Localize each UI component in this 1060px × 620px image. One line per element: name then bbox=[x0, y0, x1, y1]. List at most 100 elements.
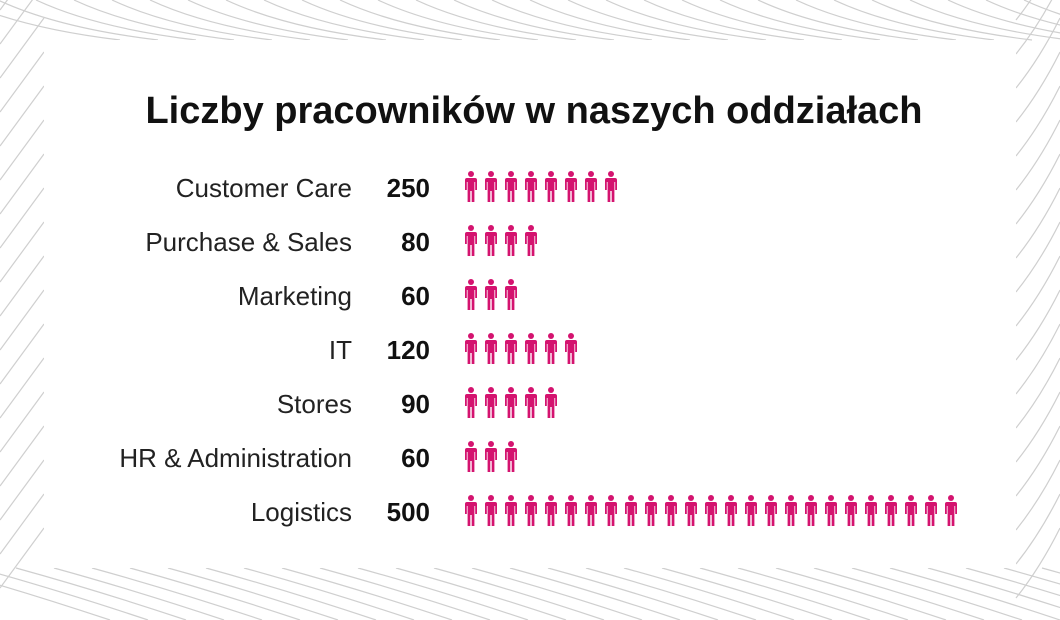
background-line bbox=[0, 51, 45, 113]
person-icon bbox=[865, 495, 877, 526]
background-line bbox=[319, 567, 491, 620]
background-line bbox=[339, 0, 501, 41]
background-line bbox=[0, 0, 159, 41]
person-icon bbox=[585, 495, 597, 526]
background-line bbox=[681, 0, 843, 41]
background-line bbox=[243, 567, 415, 620]
person-icon bbox=[585, 171, 597, 202]
background-line bbox=[927, 567, 1060, 609]
pictograph-chart: Liczby pracowników w naszych oddziałach … bbox=[119, 90, 957, 527]
category-label: Stores bbox=[277, 389, 352, 419]
person-icon bbox=[465, 333, 477, 364]
background-line bbox=[1015, 85, 1060, 157]
background-line bbox=[757, 0, 919, 41]
background-line bbox=[205, 567, 377, 620]
person-icon bbox=[525, 387, 537, 418]
background-line bbox=[0, 289, 45, 351]
person-icon bbox=[845, 495, 857, 526]
background-line bbox=[0, 459, 45, 521]
background-line bbox=[1023, 0, 1060, 15]
person-icon bbox=[545, 495, 557, 526]
value-label: 90 bbox=[401, 389, 430, 419]
background-line bbox=[605, 0, 767, 41]
person-icon bbox=[545, 171, 557, 202]
background-line bbox=[357, 567, 529, 620]
background-line bbox=[1015, 323, 1060, 395]
person-icon bbox=[725, 495, 737, 526]
background-line bbox=[0, 0, 34, 45]
background-line bbox=[35, 0, 197, 41]
person-icon bbox=[505, 387, 517, 418]
person-icon bbox=[645, 495, 657, 526]
background-line bbox=[415, 0, 577, 41]
background-line bbox=[491, 0, 653, 41]
background-line bbox=[15, 567, 187, 620]
background-line bbox=[851, 567, 1023, 620]
value-label: 120 bbox=[387, 335, 430, 365]
background-line bbox=[0, 119, 45, 181]
person-icon bbox=[785, 495, 797, 526]
background-line bbox=[0, 323, 45, 385]
person-icon bbox=[805, 495, 817, 526]
person-icon bbox=[685, 495, 697, 526]
background-line bbox=[0, 14, 121, 41]
icon-row bbox=[465, 495, 957, 526]
background-line bbox=[0, 221, 45, 283]
background-line bbox=[0, 0, 9, 11]
person-icon bbox=[565, 171, 577, 202]
background-line bbox=[833, 0, 995, 41]
background-line bbox=[111, 0, 273, 41]
background-line bbox=[0, 425, 45, 487]
background-line bbox=[737, 567, 909, 620]
person-icon bbox=[765, 495, 777, 526]
background-line bbox=[0, 17, 45, 79]
person-icon bbox=[485, 441, 497, 472]
background-line bbox=[0, 493, 45, 555]
background-line bbox=[0, 85, 45, 147]
person-icon bbox=[465, 387, 477, 418]
person-icon bbox=[525, 225, 537, 256]
background-line bbox=[661, 567, 833, 620]
person-icon bbox=[565, 333, 577, 364]
background-line bbox=[0, 391, 45, 453]
category-label: Purchase & Sales bbox=[145, 227, 352, 257]
background-line bbox=[509, 567, 681, 620]
background-line bbox=[263, 0, 425, 41]
background-line bbox=[1015, 119, 1060, 191]
background-line bbox=[1015, 17, 1060, 89]
background-line bbox=[377, 0, 539, 41]
background-line bbox=[73, 0, 235, 41]
background-line bbox=[1015, 357, 1060, 429]
background-line bbox=[1015, 289, 1060, 361]
background-line bbox=[1015, 391, 1060, 463]
background-line bbox=[225, 0, 387, 41]
value-label: 60 bbox=[401, 281, 430, 311]
person-icon bbox=[525, 495, 537, 526]
icon-row bbox=[465, 225, 537, 256]
background-line bbox=[0, 187, 45, 249]
background-line bbox=[795, 0, 957, 41]
background-line bbox=[1015, 527, 1060, 599]
person-icon bbox=[525, 333, 537, 364]
background-line bbox=[0, 255, 45, 317]
background-line bbox=[1015, 51, 1060, 123]
icon-row bbox=[465, 441, 517, 472]
person-icon bbox=[485, 279, 497, 310]
background-line bbox=[719, 0, 881, 41]
background-line bbox=[1015, 493, 1060, 565]
background-line bbox=[567, 0, 729, 41]
person-icon bbox=[905, 495, 917, 526]
value-label: 80 bbox=[401, 227, 430, 257]
person-icon bbox=[505, 495, 517, 526]
background-line bbox=[471, 567, 643, 620]
background-line bbox=[585, 567, 757, 620]
background-line bbox=[547, 567, 719, 620]
value-label: 250 bbox=[387, 173, 430, 203]
background-line bbox=[0, 584, 111, 620]
person-icon bbox=[525, 171, 537, 202]
background-line bbox=[453, 0, 615, 41]
background-line bbox=[529, 0, 691, 41]
person-icon bbox=[825, 495, 837, 526]
background-line bbox=[0, 357, 45, 419]
value-label: 500 bbox=[387, 497, 430, 527]
